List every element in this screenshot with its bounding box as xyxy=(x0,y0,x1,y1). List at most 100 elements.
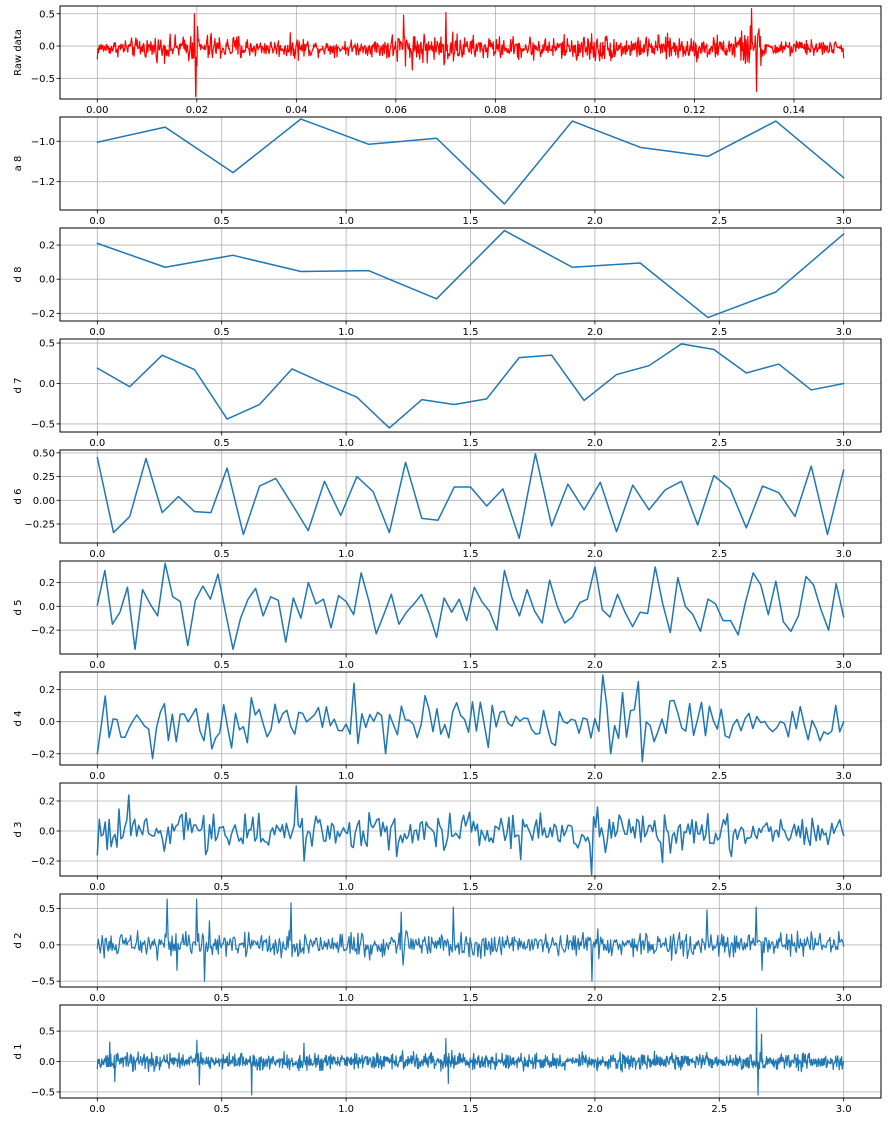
x-tick-label: 2.0 xyxy=(587,438,603,449)
x-tick-label: 2.5 xyxy=(711,771,727,782)
x-tick-label: 0.5 xyxy=(214,993,230,1004)
y-tick-label: −0.5 xyxy=(31,419,55,430)
y-tick-label: 0.00 xyxy=(33,496,55,507)
x-tick-label: 0.02 xyxy=(186,105,208,116)
y-tick-label: 0.2 xyxy=(39,578,55,589)
x-tick-label: 3.0 xyxy=(836,327,852,338)
y-tick-label: −0.2 xyxy=(31,309,55,320)
y-axis-label: d 2 xyxy=(13,933,24,949)
x-tick-label: 1.5 xyxy=(463,549,479,560)
y-axis-label: d 1 xyxy=(13,1044,24,1060)
y-axis-label: d 5 xyxy=(13,600,24,616)
x-tick-label: 2.5 xyxy=(711,216,727,227)
y-tick-label: −0.5 xyxy=(31,74,55,85)
series-line-raw xyxy=(96,7,845,98)
y-axis-label: d 7 xyxy=(13,378,24,394)
x-tick-label: 3.0 xyxy=(836,438,852,449)
x-tick-label: 3.0 xyxy=(836,660,852,671)
x-tick-label: 1.0 xyxy=(338,993,354,1004)
panel-d5: 0.0 0.5 1.0 1.5 2.0 2.5 3.0 −0.2 0.0 0.2 d 5 xyxy=(13,560,882,671)
series-line-d1 xyxy=(96,1007,845,1096)
series-line-d8 xyxy=(96,229,845,319)
y-tick-label: 0.5 xyxy=(39,904,55,915)
x-tick-label: 0.5 xyxy=(214,660,230,671)
x-tick-label: 1.5 xyxy=(463,882,479,893)
x-tick-label: 2.5 xyxy=(711,549,727,560)
x-tick-label: 0.00 xyxy=(86,105,108,116)
y-tick-label: −0.25 xyxy=(24,520,55,531)
series-line-d2 xyxy=(96,898,845,982)
x-tick-label: 0.0 xyxy=(89,771,105,782)
x-tick-label: 2.5 xyxy=(711,882,727,893)
x-tick-label: 0.5 xyxy=(214,438,230,449)
x-tick-label: 3.0 xyxy=(836,771,852,782)
x-tick-label: 1.5 xyxy=(463,216,479,227)
x-tick-label: 2.5 xyxy=(711,660,727,671)
x-tick-label: 1.5 xyxy=(463,993,479,1004)
y-axis-label: d 8 xyxy=(13,267,24,283)
x-tick-label: 1.0 xyxy=(338,882,354,893)
x-tick-label: 0.5 xyxy=(214,1104,230,1115)
x-tick-label: 2.0 xyxy=(587,771,603,782)
x-tick-label: 1.0 xyxy=(338,1104,354,1115)
y-tick-label: 0.5 xyxy=(39,1027,55,1038)
x-tick-label: 0.5 xyxy=(214,549,230,560)
panel-d6: 0.0 0.5 1.0 1.5 2.0 2.5 3.0 −0.25 0.00 0.25 0.50 d … xyxy=(13,448,882,560)
x-tick-label: 0.5 xyxy=(214,771,230,782)
x-tick-label: 0.0 xyxy=(89,549,105,560)
y-tick-label: 0.2 xyxy=(39,241,55,252)
x-tick-label: 1.5 xyxy=(463,660,479,671)
x-tick-label: 1.5 xyxy=(463,1104,479,1115)
y-tick-label: 0.0 xyxy=(39,42,55,53)
x-tick-label: 0.5 xyxy=(214,327,230,338)
x-tick-label: 3.0 xyxy=(836,993,852,1004)
x-tick-label: 1.0 xyxy=(338,549,354,560)
x-tick-label: 0.0 xyxy=(89,438,105,449)
x-tick-label: 0.5 xyxy=(214,882,230,893)
y-tick-label: 0.0 xyxy=(39,602,55,613)
x-tick-label: 2.0 xyxy=(587,549,603,560)
series-line-d6 xyxy=(96,453,845,540)
x-tick-label: 0.0 xyxy=(89,327,105,338)
x-tick-label: 1.0 xyxy=(338,327,354,338)
x-tick-label: 1.5 xyxy=(463,327,479,338)
y-tick-label: 0.0 xyxy=(39,827,55,838)
y-tick-label: −0.2 xyxy=(31,749,55,760)
x-tick-label: 1.0 xyxy=(338,438,354,449)
x-tick-label: 0.0 xyxy=(89,1104,105,1115)
y-tick-label: −0.5 xyxy=(31,977,55,988)
x-tick-label: 0.0 xyxy=(89,216,105,227)
y-axis-label: Raw data xyxy=(13,29,24,76)
y-tick-label: 0.2 xyxy=(39,685,55,696)
y-tick-label: 0.5 xyxy=(39,9,55,20)
panel-d1: 0.0 0.5 1.0 1.5 2.0 2.5 3.0 −0.5 0.0 0.5 d 1 xyxy=(13,1004,882,1115)
y-tick-label: −0.2 xyxy=(31,857,55,868)
y-tick-label: 0.0 xyxy=(39,379,55,390)
x-tick-label: 0.06 xyxy=(385,105,407,116)
panel-d8: 0.0 0.5 1.0 1.5 2.0 2.5 3.0 −0.2 0.0 0.2 d 8 xyxy=(13,227,882,338)
y-axis-label: d 3 xyxy=(13,822,24,838)
x-tick-label: 1.0 xyxy=(338,771,354,782)
y-tick-label: 0.0 xyxy=(39,1057,55,1068)
x-tick-label: 1.5 xyxy=(463,771,479,782)
y-tick-label: −1.2 xyxy=(31,177,55,188)
y-tick-label: 0.5 xyxy=(39,339,55,350)
x-tick-label: 1.0 xyxy=(338,660,354,671)
x-tick-label: 0.0 xyxy=(89,882,105,893)
y-tick-label: 0.0 xyxy=(39,275,55,286)
y-tick-label: 0.0 xyxy=(39,940,55,951)
panel-raw: 0.00 0.02 0.04 0.06 0.08 0.10 0.12 0.14 −0.5 0.0 0… xyxy=(13,5,882,116)
x-tick-label: 2.5 xyxy=(711,327,727,338)
x-tick-label: 2.0 xyxy=(587,216,603,227)
x-tick-label: 0.12 xyxy=(683,105,705,116)
x-tick-label: 0.0 xyxy=(89,993,105,1004)
x-tick-label: 0.10 xyxy=(584,105,606,116)
y-tick-label: −0.2 xyxy=(31,626,55,637)
x-tick-label: 0.14 xyxy=(783,105,805,116)
x-tick-label: 2.0 xyxy=(587,1104,603,1115)
series-line-d4 xyxy=(96,674,845,763)
y-tick-label: −0.5 xyxy=(31,1087,55,1098)
x-tick-label: 2.0 xyxy=(587,660,603,671)
